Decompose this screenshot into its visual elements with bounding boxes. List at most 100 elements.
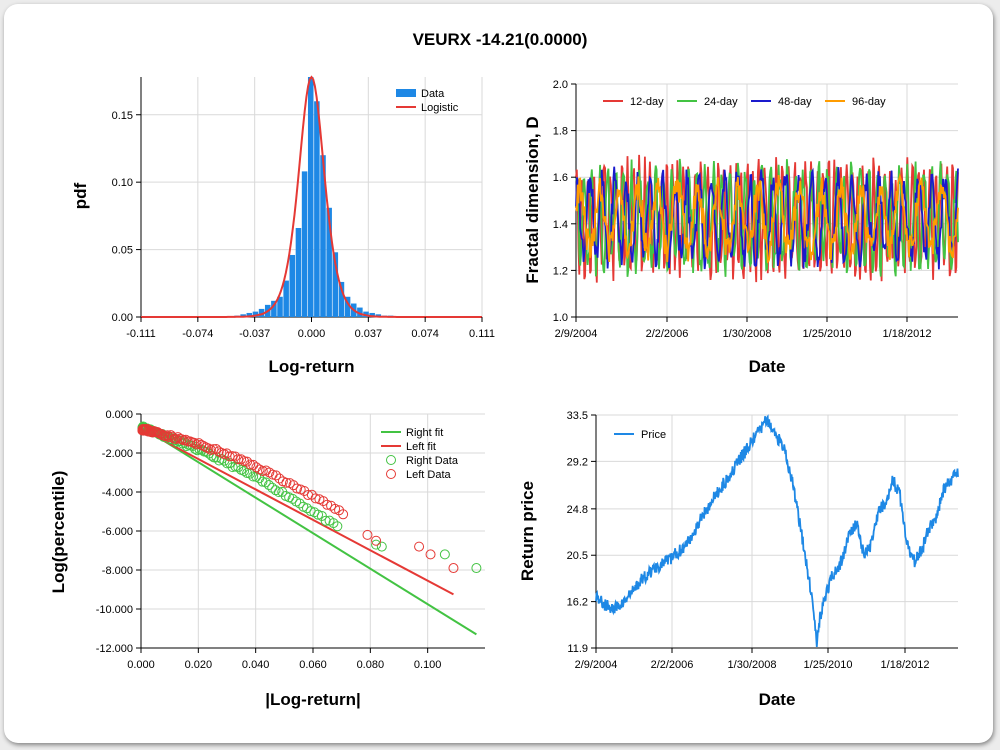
y-axis-label: Fractal dimension, D bbox=[523, 116, 542, 283]
y-axis-label: Return price bbox=[518, 481, 537, 581]
right-data-point bbox=[471, 563, 482, 574]
legend-label: Left Data bbox=[406, 469, 452, 481]
x-tick-label: 1/18/2012 bbox=[881, 659, 930, 671]
x-tick-label: 0.080 bbox=[357, 659, 385, 671]
y-tick-label: 1.0 bbox=[553, 312, 568, 324]
histogram-bar bbox=[258, 308, 265, 317]
x-tick-label: -0.037 bbox=[239, 328, 270, 340]
legend-label: Left fit bbox=[406, 441, 436, 453]
x-tick-label: -0.111 bbox=[126, 328, 156, 340]
legend-swatch-data bbox=[396, 89, 416, 97]
y-tick-label: -6.000 bbox=[102, 526, 133, 538]
x-tick-label: 2/9/2004 bbox=[575, 659, 618, 671]
right-data-point bbox=[206, 450, 217, 461]
legend-label: 96-day bbox=[852, 96, 886, 108]
x-tick-label: 2/2/2006 bbox=[646, 328, 689, 340]
right-data-point bbox=[294, 498, 305, 509]
x-tick-label: 1/30/2008 bbox=[728, 659, 777, 671]
histogram-bar bbox=[332, 252, 339, 317]
y-tick-label: -10.000 bbox=[96, 604, 133, 616]
x-tick-label: 0.020 bbox=[185, 659, 213, 671]
histogram-bar bbox=[246, 312, 253, 317]
left-data-point bbox=[288, 480, 299, 491]
right-data-point bbox=[248, 471, 259, 482]
histogram-bar bbox=[289, 254, 296, 317]
histogram-bar bbox=[357, 307, 363, 317]
left-data-point bbox=[425, 549, 436, 560]
y-tick-label: 16.2 bbox=[567, 597, 588, 609]
right-data-point bbox=[371, 539, 382, 550]
left-data-point bbox=[292, 483, 303, 494]
histogram-bar bbox=[338, 281, 345, 317]
x-tick-label: 0.100 bbox=[414, 659, 442, 671]
y-tick-label: 1.8 bbox=[553, 126, 568, 138]
histogram-bar bbox=[252, 311, 259, 317]
left-data-point bbox=[203, 443, 214, 454]
y-tick-label: -8.000 bbox=[102, 565, 133, 577]
right-fit-line bbox=[140, 425, 477, 636]
fractal-series-line bbox=[575, 172, 959, 264]
histogram-bar bbox=[314, 101, 320, 318]
left-data-point bbox=[310, 493, 321, 504]
x-tick-label: 0.060 bbox=[299, 659, 327, 671]
left-data-point bbox=[227, 451, 238, 462]
histogram-bar bbox=[344, 296, 351, 317]
y-tick-label: 1.2 bbox=[553, 265, 568, 277]
left-fit-line bbox=[140, 427, 454, 596]
right-data-point bbox=[263, 480, 274, 491]
left-data-point bbox=[414, 541, 425, 552]
left-data-point bbox=[245, 459, 256, 470]
y-tick-label: -2.000 bbox=[102, 448, 133, 460]
legend-label: 48-day bbox=[778, 96, 812, 108]
y-tick-label: 11.9 bbox=[567, 643, 588, 655]
right-data-point bbox=[222, 458, 233, 469]
left-data-point bbox=[221, 448, 232, 459]
y-tick-label: 0.05 bbox=[112, 245, 133, 257]
x-tick-label: 0.040 bbox=[242, 659, 270, 671]
right-data-point bbox=[260, 477, 271, 488]
y-tick-label: 2.0 bbox=[553, 79, 568, 91]
left-data-point bbox=[330, 503, 341, 514]
left-data-point bbox=[448, 563, 459, 574]
y-tick-label: 20.5 bbox=[567, 550, 588, 562]
histogram-bar bbox=[277, 296, 283, 317]
left-data-point bbox=[257, 466, 268, 477]
histogram-bar bbox=[320, 155, 326, 317]
left-data-point bbox=[306, 489, 317, 500]
x-tick-label: 2/9/2004 bbox=[555, 328, 598, 340]
legend-label: 24-day bbox=[704, 96, 738, 108]
x-tick-label: 1/30/2008 bbox=[723, 328, 772, 340]
right-data-point bbox=[376, 541, 387, 552]
y-axis-label: pdf bbox=[71, 182, 90, 209]
y-tick-label: 1.4 bbox=[553, 219, 568, 231]
x-tick-label: 0.111 bbox=[469, 328, 495, 340]
left-data-point bbox=[162, 430, 173, 441]
left-data-point bbox=[281, 477, 292, 488]
histogram-bar bbox=[326, 207, 332, 317]
x-tick-label: 1/25/2010 bbox=[804, 659, 853, 671]
x-tick-label: -0.074 bbox=[182, 328, 213, 340]
y-tick-label: 0.000 bbox=[105, 409, 133, 421]
price-line bbox=[595, 414, 959, 647]
y-tick-label: 1.6 bbox=[553, 172, 568, 184]
x-tick-label: 1/18/2012 bbox=[883, 328, 932, 340]
left-data-point bbox=[338, 509, 349, 520]
x-tick-label: 0.074 bbox=[411, 328, 439, 340]
x-tick-label: 0.037 bbox=[355, 328, 383, 340]
left-data-point bbox=[322, 499, 333, 510]
left-data-point bbox=[264, 467, 275, 478]
histogram-bar bbox=[301, 171, 308, 317]
x-tick-label: 0.000 bbox=[127, 659, 155, 671]
y-tick-label: 0.10 bbox=[112, 177, 133, 189]
histogram-bar bbox=[307, 77, 314, 317]
y-tick-label: 0.00 bbox=[112, 312, 133, 324]
y-tick-label: 24.8 bbox=[567, 504, 588, 516]
y-tick-label: 33.5 bbox=[567, 410, 588, 422]
y-tick-label: -4.000 bbox=[102, 487, 133, 499]
x-axis-label: |Log-return| bbox=[265, 690, 360, 709]
fractal-series-line bbox=[575, 158, 959, 277]
legend-label: 12-day bbox=[630, 96, 664, 108]
left-data-point bbox=[236, 454, 247, 465]
legend-label: Logistic bbox=[421, 102, 459, 114]
